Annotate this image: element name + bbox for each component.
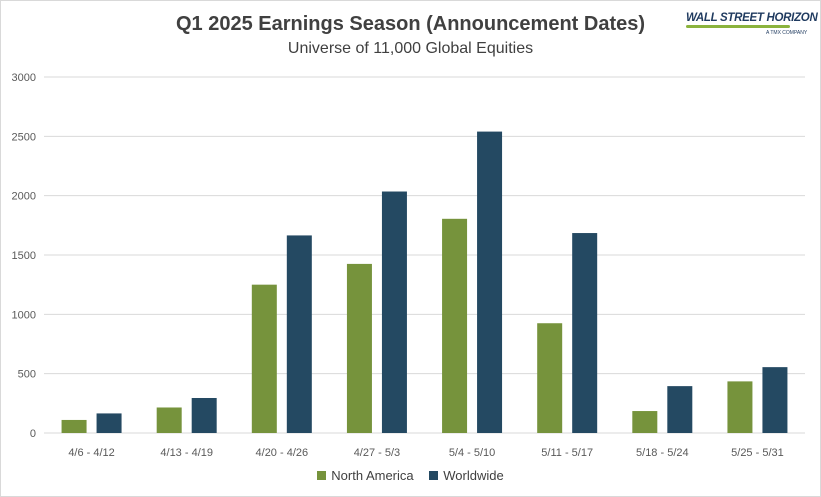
bar-worldwide (572, 233, 598, 433)
logo-swoosh-icon (686, 25, 790, 28)
x-tick-label: 4/20 - 4/26 (256, 447, 309, 459)
bar-north-america (537, 323, 563, 433)
logo-wordmark: WALL STREET HORIZON (686, 12, 818, 24)
bar-north-america (442, 218, 468, 433)
bar-worldwide (96, 413, 122, 433)
bar-north-america (727, 381, 753, 433)
wall-street-horizon-logo: WALL STREET HORIZON A TMX COMPANY (686, 12, 818, 42)
legend-label-worldwide: Worldwide (443, 468, 504, 483)
x-tick-label: 4/6 - 4/12 (68, 447, 114, 459)
legend-swatch-north-america (317, 471, 327, 480)
legend-label-north-america: North America (331, 468, 414, 483)
bar-north-america (61, 419, 87, 433)
y-tick-label: 1500 (12, 250, 36, 262)
bar-worldwide (286, 235, 312, 433)
y-tick-label: 2000 (12, 191, 36, 203)
x-tick-label: 5/4 - 5/10 (449, 447, 495, 459)
logo-tagline: A TMX COMPANY (766, 30, 808, 36)
bar-worldwide (191, 397, 217, 433)
y-tick-label: 500 (18, 369, 36, 381)
chart-title: Q1 2025 Earnings Season (Announcement Da… (175, 13, 646, 35)
x-tick-label: 5/25 - 5/31 (731, 447, 784, 459)
y-tick-label: 0 (30, 428, 36, 440)
legend-item-north-america: North America (317, 468, 414, 483)
bar-worldwide (762, 367, 788, 433)
bar-north-america (346, 263, 372, 433)
legend: North America Worldwide (0, 468, 821, 483)
y-tick-label: 2500 (12, 131, 36, 143)
x-tick-label: 5/18 - 5/24 (636, 447, 689, 459)
bar-worldwide (381, 191, 407, 433)
bar-north-america (156, 407, 182, 433)
bar-north-america (251, 284, 277, 433)
legend-swatch-worldwide (429, 471, 439, 480)
chart-subtitle: Universe of 11,000 Global Equities (287, 40, 534, 57)
x-tick-label: 5/11 - 5/17 (541, 447, 593, 459)
y-tick-label: 3000 (12, 72, 36, 84)
x-tick-label: 4/27 - 5/3 (354, 447, 400, 459)
x-tick-label: 4/13 - 4/19 (160, 447, 213, 459)
bar-north-america (632, 411, 658, 433)
y-tick-label: 1000 (12, 309, 36, 321)
legend-item-worldwide: Worldwide (429, 468, 504, 483)
bar-worldwide (477, 131, 503, 433)
bar-worldwide (667, 386, 693, 433)
